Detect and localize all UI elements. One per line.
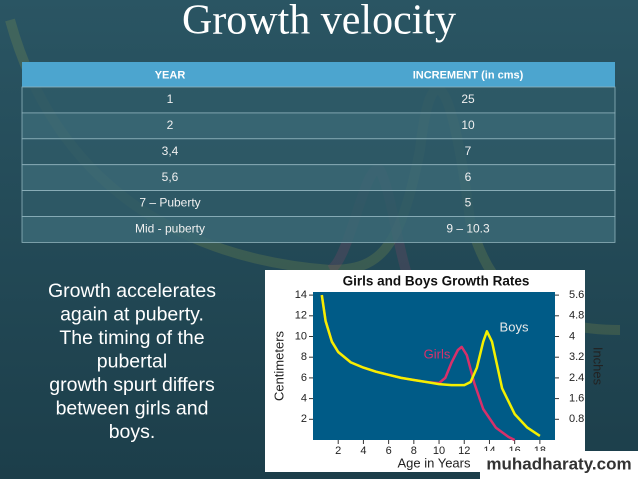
y-tick-label: 12 [295,310,307,322]
table-cell: 3,4 [162,144,179,158]
y2-tick-label: 4.8 [569,310,584,322]
chart-title: Girls and Boys Growth Rates [343,274,530,289]
table-row [21,216,616,243]
table-cell: 7 [465,144,472,158]
table-cell: 10 [461,118,475,132]
y-tick-label: 2 [301,413,307,425]
y2-tick-label: 1.6 [569,393,584,405]
watermark-box [480,451,638,479]
table-row [21,112,616,140]
series-label: Boys [500,319,529,334]
table-row [21,164,616,191]
y2-axis-label: Inches [591,347,606,386]
y-tick-label: 14 [295,289,307,301]
y2-tick-label: 4 [569,330,575,342]
table-cell: 2 [167,118,174,132]
x-axis-label: Age in Years [397,455,471,470]
y2-tick-label: 2.4 [569,372,584,384]
y2-tick-label: 5.6 [569,289,584,301]
body-line: pubertal [97,351,167,373]
series-label: Girls [424,346,451,361]
y-tick-label: 10 [295,330,307,342]
table-cell: 5 [465,196,472,210]
table-header-row [22,62,615,87]
body-line: growth spurt differs [49,374,215,396]
slide-title: Growth velocity [182,0,456,44]
x-tick-label: 12 [458,445,470,457]
table-cell: 5,6 [162,170,179,184]
table-cell: 1 [167,92,174,106]
table-header-cell: INCREMENT (in cms) [413,69,524,81]
table-cell: 6 [465,170,472,184]
table-row [21,86,616,114]
body-line: between girls and [56,398,209,420]
watermark: muhadharaty.com [486,454,631,473]
body-line: again at puberty. [60,304,204,326]
y-tick-label: 6 [301,372,307,384]
series-line [320,294,541,437]
table-cell: Mid - puberty [135,222,205,236]
y-axis-label: Centimeters [271,330,286,401]
body-line: The timing of the [59,327,204,349]
y-tick-label: 4 [301,393,307,405]
table-row [21,190,616,217]
body-line: Growth accelerates [48,280,216,302]
table: YEAR INCREMENT (in cms) 1 25 2 10 3,4 7 5,6 6 7 – … [21,62,616,243]
table-header-cell: YEAR [155,69,186,81]
table-cell: 25 [461,92,475,106]
x-tick-label: 6 [386,445,392,457]
body-line: boys. [109,421,156,443]
table-cell: 7 – Puberty [139,196,200,210]
x-tick-label: 4 [360,445,366,457]
y2-tick-label: 0.8 [569,413,584,425]
x-tick-label: 8 [411,445,417,457]
table-row [21,138,616,166]
x-tick-label: 10 [433,445,445,457]
table-cell: 9 – 10.3 [446,222,490,236]
y-tick-label: 8 [301,351,307,363]
x-tick-label: 2 [335,445,341,457]
chart: Girls and Boys Growth Rates 2 4 6 8 10 12 14 0.8… [265,270,606,472]
y2-tick-label: 3.2 [569,351,584,363]
